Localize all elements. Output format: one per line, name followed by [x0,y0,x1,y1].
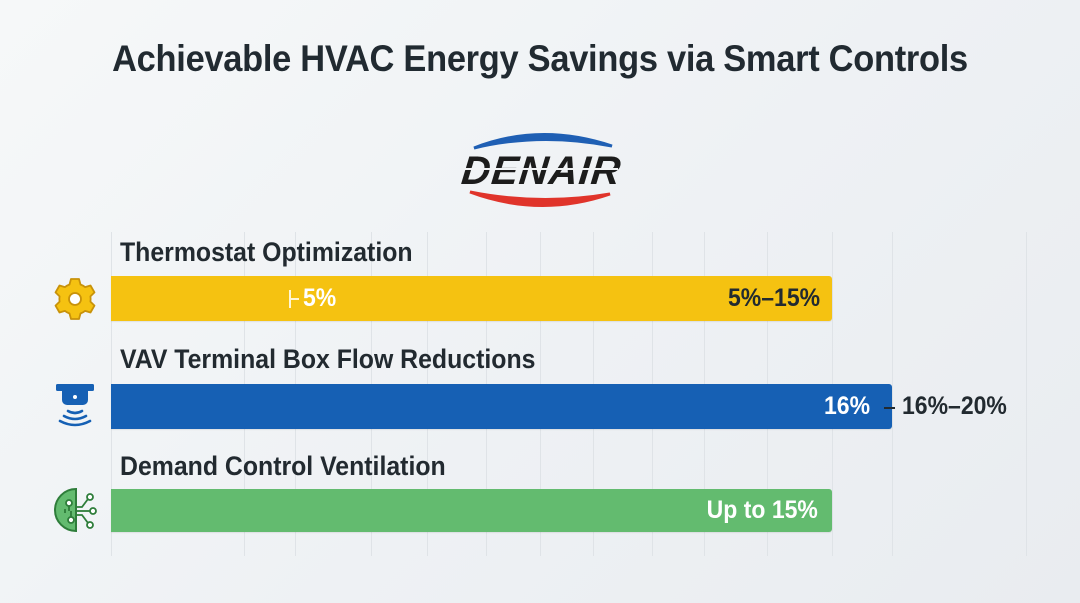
vav-diffuser-icon [56,384,94,427]
category-label-vav: VAV Terminal Box Flow Reductions [120,344,536,374]
denair-logo: DENAIR [459,133,623,208]
bar-end-value: Up to 15% [706,496,818,524]
bar-thermostat: 5% 5%–15% [111,276,832,321]
logo-swoosh-top [473,133,613,150]
bar-end-value: 16% [823,392,870,420]
category-label-dcv: Demand Control Ventilation [120,451,446,481]
category-label-thermostat: Thermostat Optimization [120,237,413,267]
range-connector [884,407,895,409]
gridline [892,232,893,556]
range-start-marker-stem [291,298,299,300]
svg-text:DENAIR: DENAIR [459,149,623,193]
range-label-vav: 16%–20% [902,392,1007,420]
logo-swoosh-bottom [469,190,611,208]
gear-icon [54,278,96,320]
bar-vav: 16% [111,384,892,429]
bar-dcv: Up to 15% [111,489,832,532]
bar-start-value: 5% [303,284,337,312]
page-title: Achievable HVAC Energy Savings via Smart… [112,38,968,79]
gridline [1026,232,1027,556]
range-start-marker [289,290,291,308]
sensor-circuit-icon [54,487,97,533]
bar-end-value: 5%–15% [727,284,820,312]
